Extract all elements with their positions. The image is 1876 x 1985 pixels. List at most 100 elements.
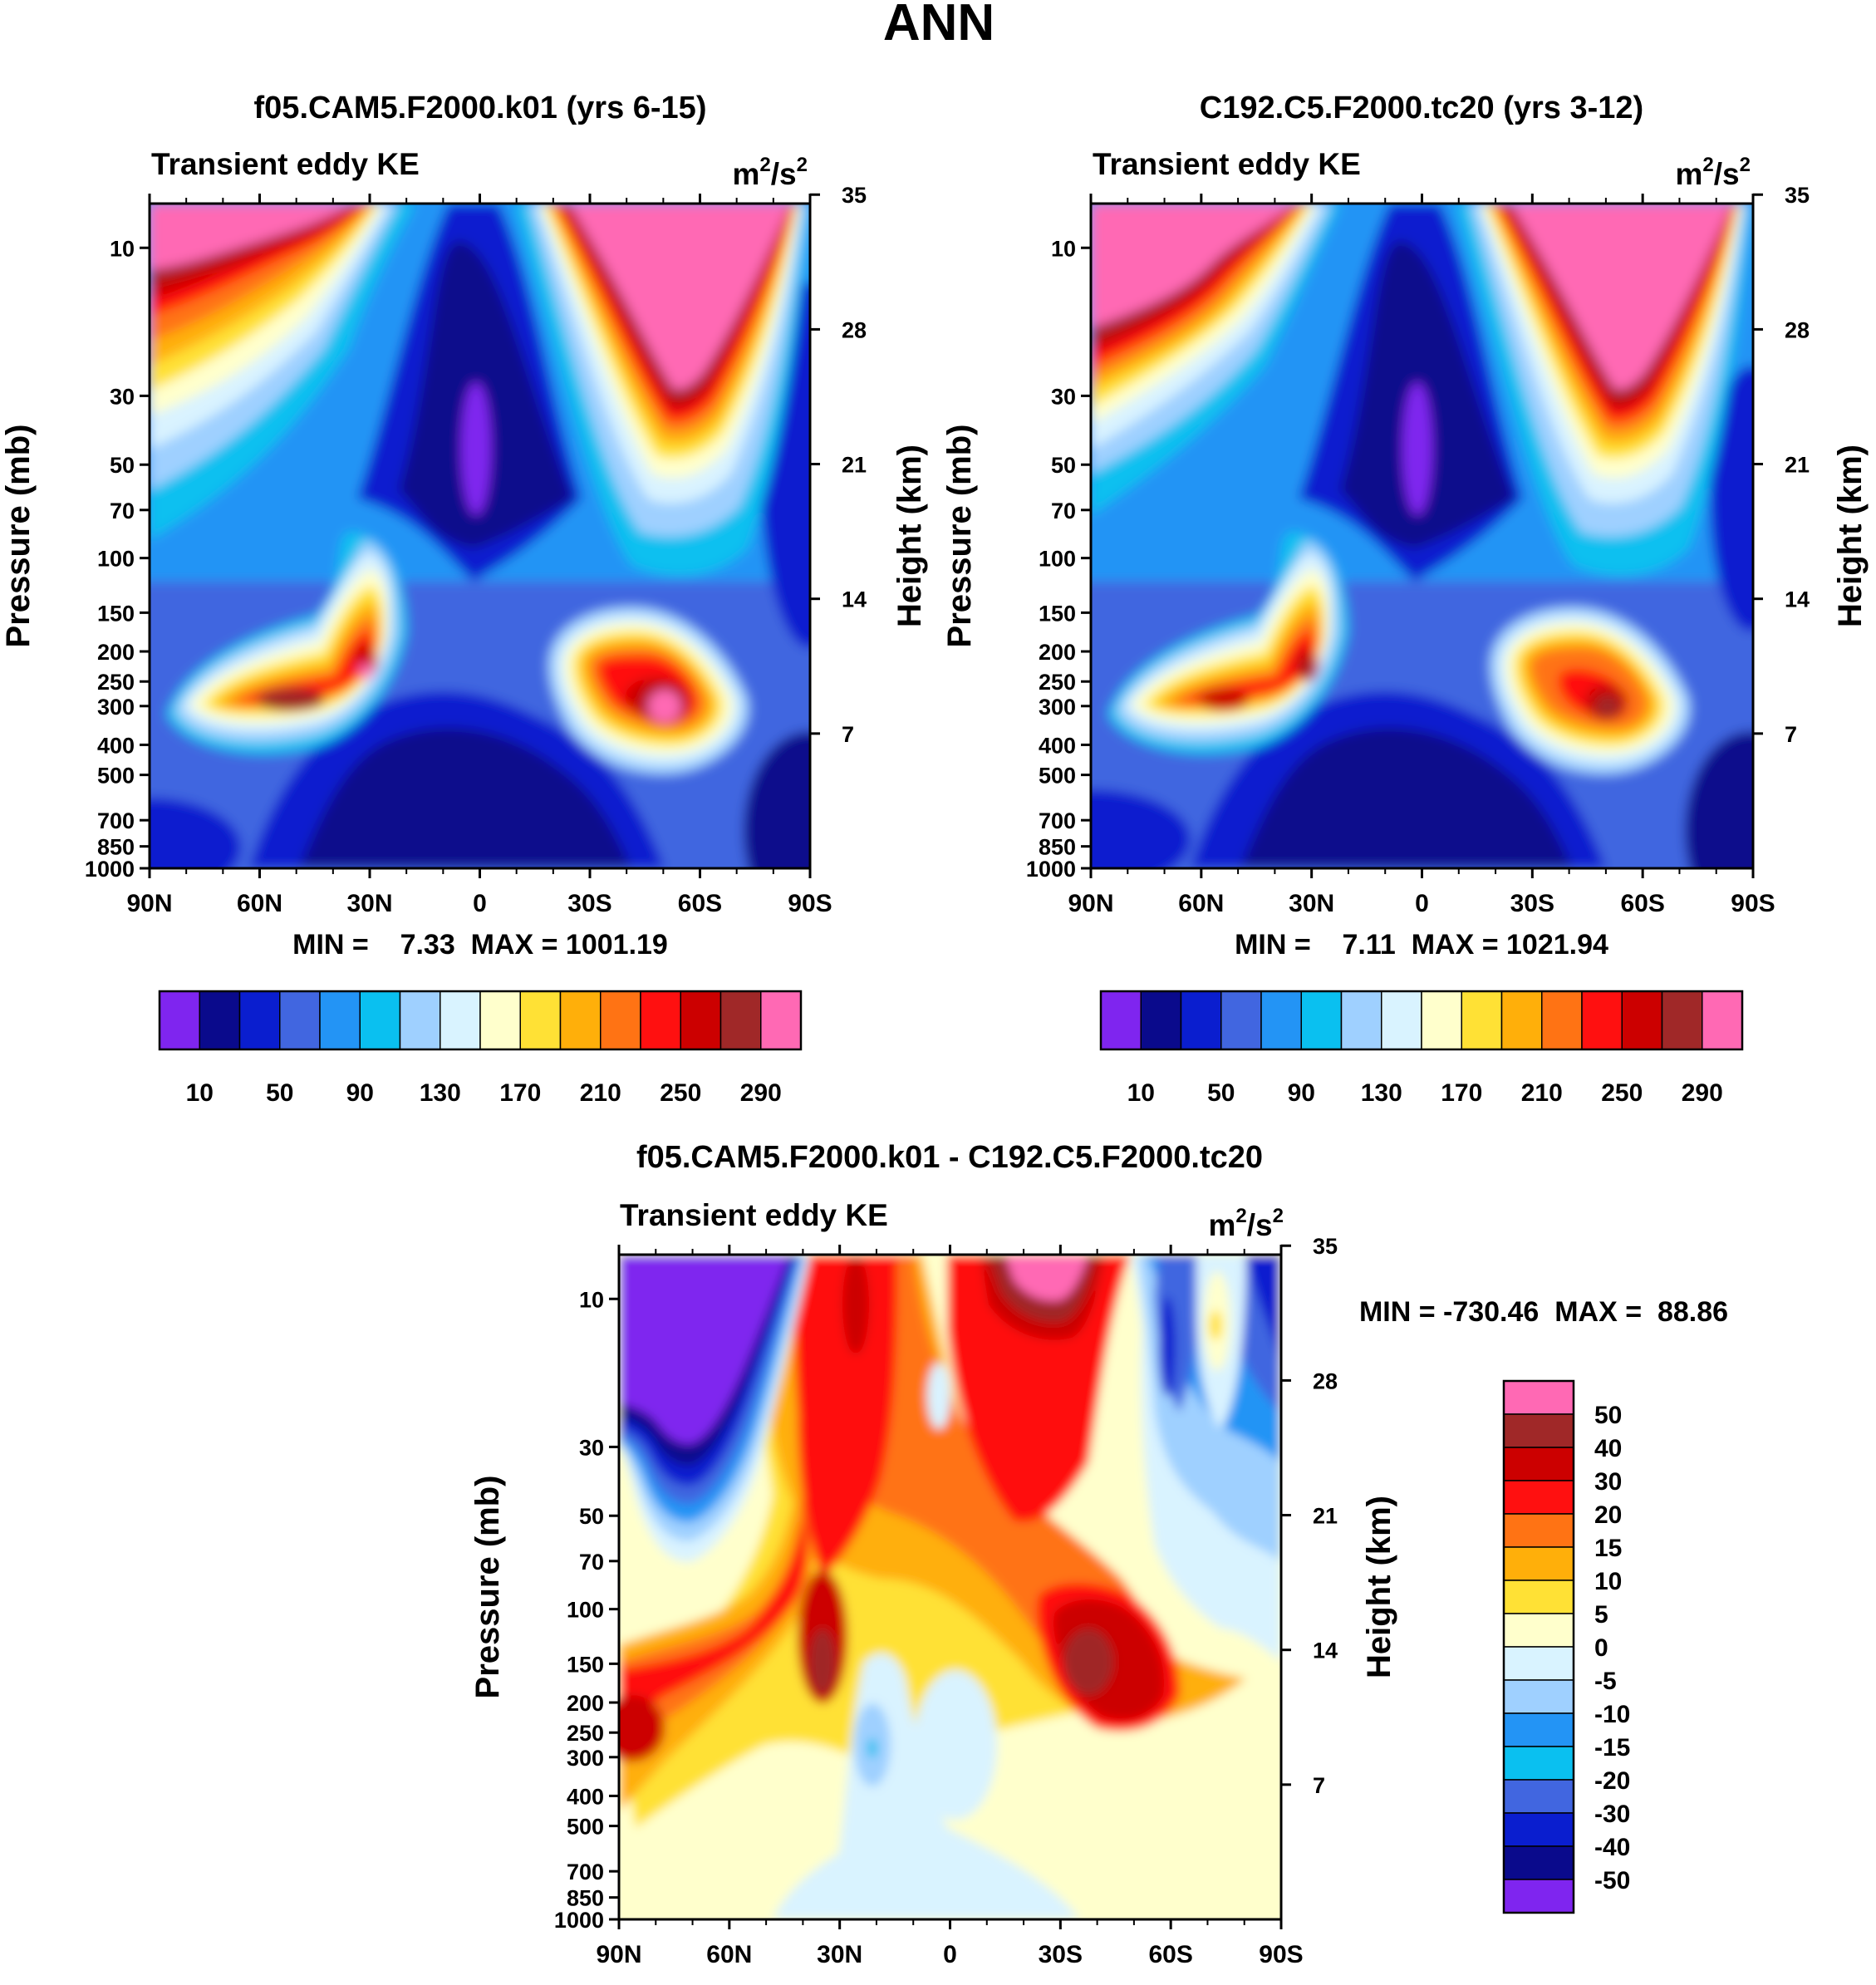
y-tick-label: 700 <box>1039 808 1076 833</box>
y-tick-label: 850 <box>1039 835 1076 860</box>
colorbar-label: -10 <box>1594 1701 1630 1728</box>
x-tick-label: 30N <box>1289 890 1334 917</box>
y-tick-label: 500 <box>97 764 135 789</box>
colorbar-label: 90 <box>346 1079 374 1107</box>
y-right-tick-label: 14 <box>842 587 867 612</box>
panel-1-y-label: Pressure (mb) <box>0 425 37 648</box>
y-tick-label: 70 <box>579 1550 604 1575</box>
colorbar-swatch <box>1180 990 1222 1050</box>
y-right-tick-label: 21 <box>842 453 867 478</box>
y-tick-label: 250 <box>97 670 135 695</box>
colorbar-swatch <box>1300 990 1343 1050</box>
colorbar-swatch <box>1503 1580 1574 1614</box>
y-right-tick-label: 7 <box>1785 722 1797 747</box>
panel-3-units: m2/s2 <box>1209 1205 1284 1242</box>
panel-3-title: f05.CAM5.F2000.k01 - C192.C5.F2000.tc20 <box>636 1140 1263 1175</box>
panel-3-min-max: MIN = -730.46 MAX = 88.86 <box>1359 1296 1728 1328</box>
colorbar-label: -30 <box>1594 1801 1630 1828</box>
y-tick-label: 100 <box>1039 547 1076 572</box>
x-tick-label: 0 <box>1415 890 1429 917</box>
colorbar-swatch <box>1140 990 1182 1050</box>
panel-2-contour-field <box>1091 204 1753 868</box>
colorbar-swatch <box>1541 990 1583 1050</box>
x-tick-label: 30S <box>1039 1941 1083 1968</box>
colorbar-swatch <box>359 990 401 1050</box>
colorbar-swatch <box>1503 1679 1574 1714</box>
colorbar-swatch <box>1421 990 1462 1050</box>
colorbar-swatch <box>1503 1746 1574 1781</box>
y-tick-label: 700 <box>567 1860 604 1884</box>
colorbar-frame <box>1502 1379 1575 1914</box>
x-tick-label: 90N <box>1068 890 1113 917</box>
colorbar-swatch <box>1661 990 1703 1050</box>
colorbar-swatch <box>519 990 562 1050</box>
y-right-tick-label: 21 <box>1785 453 1810 478</box>
y-tick-label: 250 <box>567 1721 604 1746</box>
colorbar-swatch <box>479 990 521 1050</box>
panel-2-left-label: Transient eddy KE <box>1093 147 1361 181</box>
y-tick-label: 10 <box>1051 236 1076 261</box>
panel-1: f05.CAM5.F2000.k01 (yrs 6-15) Transient … <box>0 91 928 1107</box>
y-right-tick-label: 14 <box>1785 587 1810 612</box>
x-tick-label: 60N <box>706 1941 752 1968</box>
panel-1-axes: 90N 60N 30N 0 30S 60S 90S103050701001502002503… <box>85 183 867 917</box>
y-tick-label: 30 <box>1051 384 1076 409</box>
colorbar-label: 10 <box>186 1079 214 1107</box>
y-tick-label: 1000 <box>85 857 135 882</box>
panel-1-min-max: MIN = 7.33 MAX = 1001.19 <box>292 929 668 961</box>
y-tick-label: 250 <box>1039 670 1076 695</box>
y-tick-label: 300 <box>1039 695 1076 720</box>
x-tick-label: 30N <box>817 1941 862 1968</box>
colorbar-label: 250 <box>1601 1079 1643 1107</box>
y-right-tick-label: 35 <box>1313 1234 1338 1259</box>
colorbar-label: 50 <box>266 1079 293 1107</box>
colorbar-label: 210 <box>1521 1079 1563 1107</box>
colorbar-swatch <box>680 990 722 1050</box>
colorbar-label: 130 <box>420 1079 461 1107</box>
y-right-tick-label: 28 <box>1785 317 1810 342</box>
x-tick-label: 30S <box>567 890 611 917</box>
x-tick-label: 0 <box>473 890 487 917</box>
colorbar-swatch <box>199 990 241 1050</box>
x-tick-label: 60S <box>1620 890 1664 917</box>
colorbar-swatch <box>238 990 281 1050</box>
y-tick-label: 200 <box>567 1691 604 1716</box>
colorbar-swatch <box>159 990 200 1050</box>
panel-2-axes: 90N 60N 30N 0 30S 60S 90S103050701001502002503… <box>1026 183 1810 917</box>
panel-1-colorbar: 10 50 90 130 170 210 250 290 <box>158 990 803 1107</box>
colorbar-swatch <box>1503 1513 1574 1548</box>
colorbar-label: 10 <box>1127 1079 1155 1107</box>
panel-3-y-label-right: Height (km) <box>1361 1496 1397 1678</box>
colorbar-label: 10 <box>1594 1568 1622 1595</box>
y-tick-label: 10 <box>579 1287 604 1312</box>
colorbar-swatch <box>1340 990 1382 1050</box>
colorbar-label: -20 <box>1594 1767 1630 1795</box>
panel-2-colorbar: 10 50 90 130 170 210 250 290 <box>1099 990 1744 1107</box>
colorbar-swatch <box>319 990 361 1050</box>
panel-2-y-label-right: Height (km) <box>1832 445 1869 627</box>
colorbar-swatch <box>399 990 441 1050</box>
panel-1-left-label: Transient eddy KE <box>151 147 420 181</box>
x-tick-label: 60S <box>678 890 722 917</box>
y-tick-label: 150 <box>97 601 135 626</box>
y-right-tick-label: 21 <box>1313 1504 1338 1529</box>
panel-1-y-label-right: Height (km) <box>891 445 928 627</box>
y-right-tick-label: 35 <box>842 183 867 208</box>
y-tick-label: 300 <box>97 695 135 720</box>
panel-2: C192.C5.F2000.tc20 (yrs 3-12) Transient … <box>941 91 1869 1107</box>
colorbar-label: 130 <box>1361 1079 1402 1107</box>
colorbar-label: -40 <box>1594 1834 1630 1861</box>
panel-3-contour-field <box>619 1255 1281 1919</box>
y-tick-label: 100 <box>567 1598 604 1623</box>
y-tick-label: 70 <box>110 499 135 523</box>
colorbar-swatch <box>760 990 802 1050</box>
colorbar-label: 290 <box>1682 1079 1723 1107</box>
colorbar-label: -15 <box>1594 1734 1630 1761</box>
x-tick-label: 90N <box>596 1941 641 1968</box>
colorbar-swatch <box>279 990 321 1050</box>
panel-3-y-label: Pressure (mb) <box>469 1476 506 1699</box>
colorbar-label: 50 <box>1594 1402 1622 1429</box>
x-tick-label: 0 <box>943 1941 957 1968</box>
